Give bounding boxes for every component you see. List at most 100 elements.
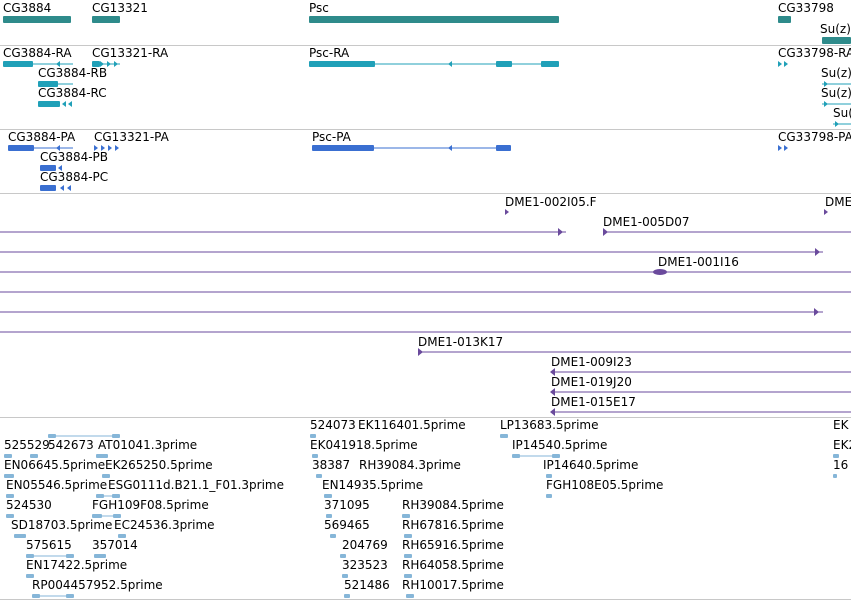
est-feature[interactable] — [4, 454, 12, 458]
est-label: 16 — [833, 458, 849, 472]
bac-label-dme1-019j20: DME1-019J20 — [551, 375, 632, 389]
exon-block[interactable] — [541, 61, 559, 67]
transcript-label-cg3884-rc: CG3884-RC — [38, 86, 107, 100]
est-feature[interactable] — [402, 514, 410, 518]
strand-arrow-right — [558, 228, 563, 236]
strand-arrow-left — [56, 145, 60, 151]
est-feature[interactable] — [312, 454, 318, 458]
est-feature[interactable] — [48, 434, 56, 438]
protein-cg3884-pb[interactable] — [40, 165, 56, 171]
protein-cg3884-pa[interactable] — [8, 145, 34, 151]
est-feature[interactable] — [546, 474, 552, 478]
transcript-psc-ra[interactable] — [309, 61, 375, 67]
est-feature[interactable] — [833, 474, 837, 478]
est-feature[interactable] — [404, 554, 412, 558]
est-feature[interactable] — [833, 454, 839, 458]
transcript-cg13321-ra[interactable] — [92, 61, 100, 67]
est-feature[interactable] — [30, 454, 38, 458]
est-feature[interactable] — [6, 514, 14, 518]
est-feature[interactable] — [66, 594, 74, 598]
est-feature[interactable] — [6, 494, 14, 498]
est-label: 575615 — [26, 538, 72, 552]
transcript-cg3884-rb[interactable] — [38, 81, 58, 87]
bac-label-dme1-001i16: DME1-001I16 — [658, 255, 739, 269]
est-label: RH10017.5prime — [402, 578, 504, 592]
est-feature[interactable] — [26, 554, 34, 558]
gene-label-cg13321: CG13321 — [92, 1, 148, 15]
transcript-cg3884-rc[interactable] — [38, 101, 60, 107]
strand-arrow-right — [815, 248, 820, 256]
est-label: FGH108E05.5prime — [546, 478, 664, 492]
track-separator — [0, 417, 851, 418]
protein-cg3884-pc[interactable] — [40, 185, 56, 191]
est-feature[interactable] — [330, 534, 336, 538]
est-feature[interactable] — [113, 514, 121, 518]
gene-cg13321[interactable] — [92, 16, 120, 23]
bac-end-marker[interactable] — [653, 269, 667, 275]
est-label: IP14540.5prime — [512, 438, 608, 452]
strand-arrow-right — [824, 81, 828, 87]
gene-suz[interactable] — [822, 37, 851, 44]
strand-arrow-right — [115, 145, 119, 151]
strand-arrow-left — [541, 61, 545, 67]
bac-label-dme1-015e17: DME1-015E17 — [551, 395, 636, 409]
est-feature[interactable] — [326, 514, 332, 518]
est-feature[interactable] — [112, 434, 120, 438]
est-feature[interactable] — [500, 434, 508, 438]
est-feature[interactable] — [118, 534, 126, 538]
est-feature[interactable] — [112, 494, 120, 498]
est-feature[interactable] — [96, 494, 104, 498]
gene-cg33798[interactable] — [778, 16, 791, 23]
transcript-label-suz-1: Su(z) — [821, 66, 851, 80]
est-feature[interactable] — [96, 454, 108, 458]
est-feature[interactable] — [340, 554, 346, 558]
est-label: EN14935.5prime — [322, 478, 424, 492]
est-label: AT01041.3prime — [98, 438, 198, 452]
est-label: FGH109F08.5prime — [92, 498, 209, 512]
est-feature[interactable] — [94, 554, 106, 558]
bac-marker — [824, 209, 828, 215]
est-feature[interactable] — [32, 594, 40, 598]
est-feature[interactable] — [344, 594, 350, 598]
transcript-label-cg3884-rb: CG3884-RB — [38, 66, 108, 80]
est-feature[interactable] — [102, 474, 110, 478]
est-feature[interactable] — [404, 534, 412, 538]
gene-cg3884[interactable] — [3, 16, 71, 23]
est-feature[interactable] — [4, 474, 14, 478]
est-feature[interactable] — [94, 514, 102, 518]
est-feature[interactable] — [14, 534, 26, 538]
est-label: EN17422.5prime — [26, 558, 128, 572]
est-label: RH65916.5prime — [402, 538, 504, 552]
est-feature[interactable] — [512, 454, 520, 458]
transcript-cg3884-ra[interactable] — [3, 61, 33, 67]
est-feature[interactable] — [310, 434, 316, 438]
est-feature[interactable] — [324, 494, 332, 498]
bac-label-dme1-013k17: DME1-013K17 — [418, 335, 504, 349]
protein-label-cg3884-pa: CG3884-PA — [8, 130, 76, 144]
est-label: 525529 — [4, 438, 50, 452]
est-label: RH64058.5prime — [402, 558, 504, 572]
bac-label-dme1-005d07: DME1-005D07 — [603, 215, 690, 229]
est-feature[interactable] — [342, 574, 348, 578]
protein-psc-pa[interactable] — [312, 145, 374, 151]
est-feature[interactable] — [316, 474, 322, 478]
est-feature[interactable] — [406, 594, 414, 598]
exon-block[interactable] — [496, 145, 511, 151]
est-label: 38387 — [312, 458, 351, 472]
strand-arrow-right — [814, 308, 819, 316]
exon-block[interactable] — [496, 61, 512, 67]
est-label: SD18703.5prime — [11, 518, 113, 532]
est-feature[interactable] — [546, 494, 552, 498]
est-feature[interactable] — [404, 574, 412, 578]
est-feature[interactable] — [552, 454, 560, 458]
est-feature[interactable] — [26, 574, 34, 578]
gene-label-suz: Su(z) — [820, 22, 851, 36]
track-separator — [0, 45, 851, 46]
strand-arrow-left — [550, 368, 555, 376]
est-label: 323523 — [342, 558, 388, 572]
strand-arrow-right — [835, 121, 839, 127]
gene-psc[interactable] — [309, 16, 559, 23]
est-feature[interactable] — [66, 554, 74, 558]
